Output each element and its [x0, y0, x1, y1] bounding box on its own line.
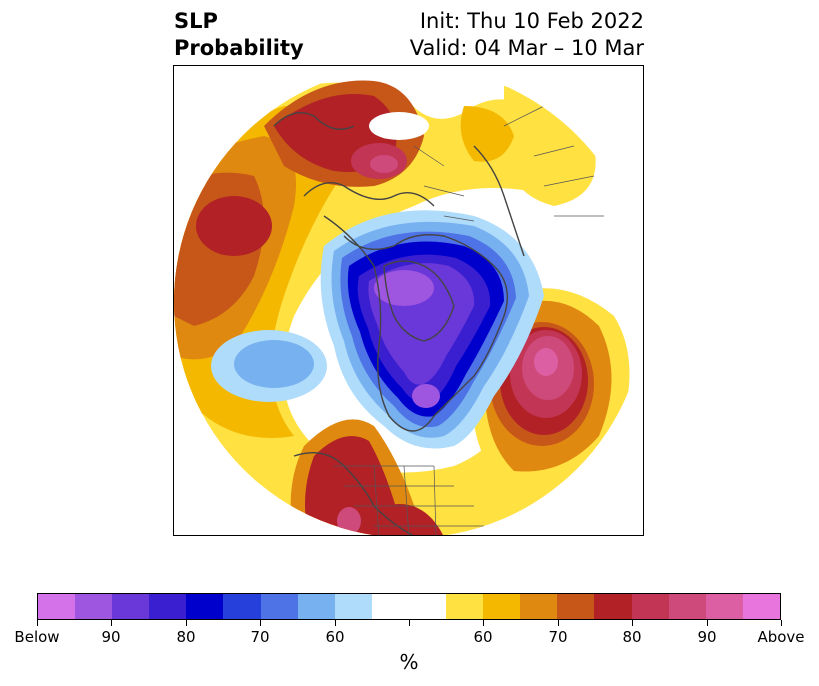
colorbar-tick-label: 70	[250, 628, 270, 646]
colorbar-segment	[408, 594, 447, 619]
colorbar-unit: %	[399, 650, 419, 674]
colorbar-segment	[112, 594, 150, 619]
colorbar-segment	[149, 594, 187, 619]
colorbar-tick-label: 80	[176, 628, 196, 646]
title-line-1: SLP	[174, 9, 218, 33]
map-title: SLP Probability	[174, 8, 304, 62]
colorbar-segment	[594, 594, 632, 619]
colorbar-tick-label: 60	[325, 628, 345, 646]
colorbar-segment	[223, 594, 261, 619]
colorbar-tick	[707, 620, 708, 626]
colorbar-segment	[631, 594, 669, 619]
colorbar-tick	[111, 620, 112, 626]
colorbar-segment	[186, 594, 224, 619]
colorbar-segment	[446, 594, 484, 619]
title-line-2: Probability	[174, 36, 304, 60]
colorbar-tick-label: 90	[697, 628, 717, 646]
probability-field	[174, 66, 643, 535]
colorbar-segment	[742, 594, 780, 619]
colorbar-tick-label: 90	[101, 628, 121, 646]
colorbar-tick-label: 70	[548, 628, 568, 646]
colorbar	[37, 593, 781, 620]
colorbar-segment	[75, 594, 113, 619]
colorbar-tick	[186, 620, 187, 626]
map-panel	[173, 65, 644, 536]
colorbar-tick	[260, 620, 261, 626]
colorbar-tick-label: Above	[757, 628, 805, 646]
colorbar-segment	[297, 594, 335, 619]
valid-range: Valid: 04 Mar – 10 Mar	[409, 36, 644, 60]
colorbar-tick-label: 80	[622, 628, 642, 646]
colorbar-tick	[37, 620, 38, 626]
colorbar-segment	[668, 594, 706, 619]
colorbar-tick	[558, 620, 559, 626]
colorbar-tick	[483, 620, 484, 626]
colorbar-tick	[632, 620, 633, 626]
colorbar-segment	[483, 594, 521, 619]
colorbar-segment	[520, 594, 558, 619]
init-date: Init: Thu 10 Feb 2022	[419, 9, 644, 33]
colorbar-segment	[705, 594, 743, 619]
colorbar-segment	[371, 594, 409, 619]
colorbar-tick-label: 60	[473, 628, 493, 646]
colorbar-tick	[781, 620, 782, 626]
colorbar-tick	[409, 620, 410, 626]
colorbar-segment	[334, 594, 372, 619]
colorbar-tick	[335, 620, 336, 626]
forecast-dates: Init: Thu 10 Feb 2022 Valid: 04 Mar – 10…	[410, 8, 644, 62]
colorbar-tick-label: Below	[14, 628, 60, 646]
polar-map	[174, 66, 643, 535]
colorbar-segment	[38, 594, 76, 619]
colorbar-segment	[557, 594, 595, 619]
colorbar-segment	[260, 594, 298, 619]
